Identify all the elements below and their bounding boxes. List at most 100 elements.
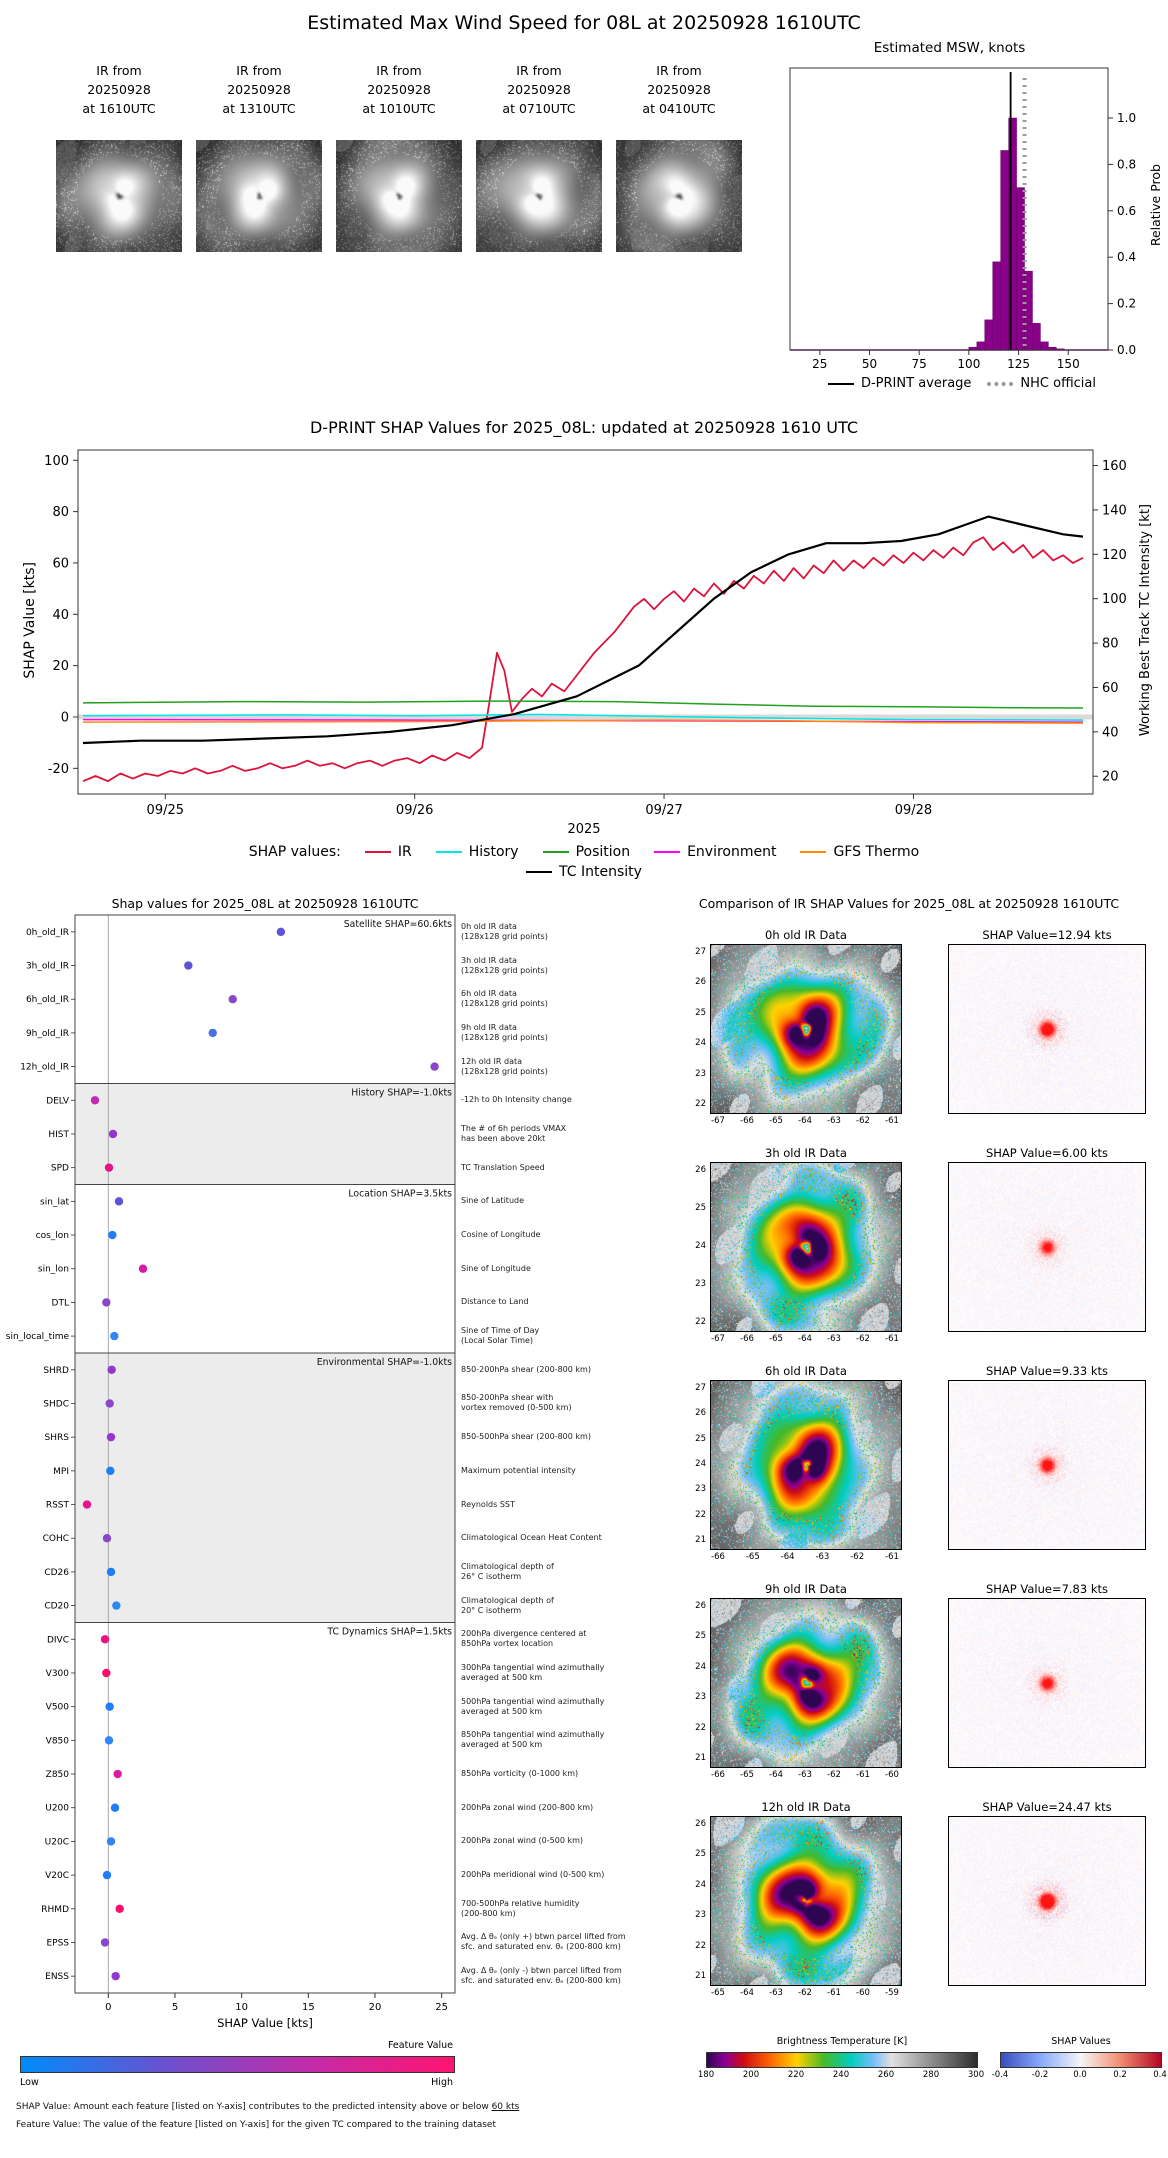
ir-thumbnail-label: IR from 20250928 at 1610UTC xyxy=(82,63,156,116)
x-tick-label: 0 xyxy=(105,2002,111,2013)
x-tick-label: 75 xyxy=(912,357,927,371)
shap-map-9h xyxy=(948,1598,1146,1768)
lat-tick-label: 26 xyxy=(695,1408,706,1419)
lon-tick-label: -61 xyxy=(856,1770,870,1780)
bt-tick-label: 240 xyxy=(832,2070,850,2080)
series-tc-intensity xyxy=(82,515,1084,745)
feature-annotation: 500hPa tangential wind azimuthally avera… xyxy=(461,1696,605,1716)
lon-tick-label: -64 xyxy=(798,1334,812,1344)
dprint-average-swatch xyxy=(827,382,854,385)
lat-tick-label: 21 xyxy=(695,1535,706,1545)
timeseries-legend-item: Environment xyxy=(654,844,776,860)
right-tick-label: 20 xyxy=(1102,770,1119,785)
feature-annotation: 200hPa divergence centered at 850hPa vor… xyxy=(461,1629,587,1649)
feature-annotation: Reynolds SST xyxy=(461,1499,515,1509)
feature-label: SHDC xyxy=(43,1399,69,1409)
lon-tick-label: -62 xyxy=(856,1116,870,1126)
histogram-ylabel: Relative Prob xyxy=(1148,164,1163,247)
lon-tick-label: -61 xyxy=(885,1334,899,1344)
lon-tick-label: -64 xyxy=(780,1552,795,1562)
feature-shap-dot xyxy=(106,1837,116,1846)
lat-tick-label: 27 xyxy=(695,1383,706,1393)
left-tick-label: 40 xyxy=(52,608,69,623)
bt-tick-label: 200 xyxy=(742,2070,760,2080)
feature-shap-dot xyxy=(208,1028,217,1038)
feature-plot: Satellite SHAP=60.6kts History SHAP=-1.0k… xyxy=(6,914,456,2013)
feature-value-colorbar-label: Feature Value xyxy=(387,2040,453,2051)
feature-annotation: 6h old IR data (128x128 grid points) xyxy=(461,989,548,1009)
feature-label: V20C xyxy=(45,1871,69,1881)
feature-label: DELV xyxy=(46,1096,70,1106)
feature-shap-dot xyxy=(184,961,193,970)
comparison-shap-title: SHAP Value=7.83 kts xyxy=(985,1582,1109,1596)
comparison-ir-title: 6h old IR Data xyxy=(765,1364,847,1378)
series-gfs-thermo xyxy=(82,719,1084,724)
group-shading xyxy=(75,1352,455,1623)
lat-tick-label: 24 xyxy=(695,1661,706,1672)
feature-label: Z850 xyxy=(46,1770,70,1780)
right-tick-label: 60 xyxy=(1102,681,1119,696)
lat-tick-label: 24 xyxy=(695,1459,706,1469)
lon-tick-label: -66 xyxy=(740,1334,754,1344)
feature-label: CD26 xyxy=(44,1568,69,1578)
series-ir xyxy=(82,536,1084,783)
lon-tick-label: -62 xyxy=(856,1334,870,1344)
shap-values-tick-label: -0.2 xyxy=(1031,2070,1049,2080)
feature-shap-dot xyxy=(102,1534,112,1543)
lat-tick-label: 26 xyxy=(695,977,706,988)
lat-tick-label: 22 xyxy=(695,1722,706,1733)
lat-tick-label: 23 xyxy=(695,1692,706,1703)
feature-annotation: 700-500hPa relative humidity (200-800 km… xyxy=(461,1898,580,1918)
timeseries-legend-item: History xyxy=(435,844,519,860)
timeseries-legend-label: IR xyxy=(397,844,412,860)
feature-shap-dot xyxy=(106,1567,116,1577)
ir-map-0h xyxy=(710,944,902,1114)
history-swatch xyxy=(435,851,462,853)
y-tick-label: 0.2 xyxy=(1117,297,1136,311)
lat-tick-label: 22 xyxy=(695,1317,706,1327)
shap-values-tick-label: -0.4 xyxy=(991,2070,1009,2080)
feature-shap-dot xyxy=(102,1668,111,1678)
bt-tick-label: 180 xyxy=(697,2070,715,2080)
lat-tick-label: 21 xyxy=(695,1971,706,1981)
shap-map-3h xyxy=(948,1162,1146,1332)
lon-tick-label: -64 xyxy=(740,1988,754,1998)
feature-plot-xlabel: SHAP Value [kts] xyxy=(217,2016,313,2030)
feature-label: HIST xyxy=(48,1130,69,1140)
environment-swatch xyxy=(654,851,681,853)
right-tick-label: 140 xyxy=(1102,503,1127,518)
feature-annotation: 200hPa meridional wind (0-500 km) xyxy=(461,1870,605,1880)
lat-tick-label: 24 xyxy=(695,1879,706,1890)
bt-tick-label: 300 xyxy=(967,2070,985,2080)
right-tick-label: 80 xyxy=(1102,637,1119,652)
feature-shap-dot xyxy=(430,1062,439,1071)
feature-label: V500 xyxy=(46,1703,70,1713)
x-tick-label: 25 xyxy=(812,357,827,371)
ir-map-12h xyxy=(710,1816,902,1986)
lat-tick-label: 25 xyxy=(695,1007,706,1018)
feature-shap-dot xyxy=(113,1769,122,1779)
feature-annotation: 850hPa vorticity (0-1000 km) xyxy=(461,1769,579,1779)
series-position xyxy=(82,700,1084,709)
feature-shap-dot xyxy=(110,1331,119,1341)
feature-annotation: Climatological depth of 26° C isotherm xyxy=(461,1561,554,1581)
lon-tick-label: -63 xyxy=(827,1334,841,1344)
feature-value-low-label: Low xyxy=(20,2077,39,2088)
timeseries-legend-label: Environment xyxy=(687,844,777,860)
lat-tick-label: 25 xyxy=(695,1203,706,1213)
right-tick-label: 100 xyxy=(1102,592,1127,607)
histogram-legend-label: D-PRINT average xyxy=(860,376,972,391)
ir-thumbnail-image xyxy=(476,140,602,252)
feature-label: U20C xyxy=(45,1837,69,1847)
comparison-shap-title: SHAP Value=9.33 kts xyxy=(985,1364,1109,1378)
feature-shap-dot xyxy=(90,1096,100,1105)
feature-annotation: Distance to Land xyxy=(461,1297,529,1307)
lon-tick-label: -60 xyxy=(856,1988,870,1998)
lat-tick-label: 23 xyxy=(695,1279,706,1289)
left-tick-label: 20 xyxy=(52,659,69,674)
lat-tick-label: 25 xyxy=(695,1631,706,1642)
group-header: History SHAP=-1.0kts xyxy=(351,1087,452,1098)
x-tick-label: 50 xyxy=(862,357,877,371)
lon-tick-label: -63 xyxy=(798,1770,812,1780)
ir-thumbnail-label: IR from 20250928 at 1310UTC xyxy=(222,63,296,116)
